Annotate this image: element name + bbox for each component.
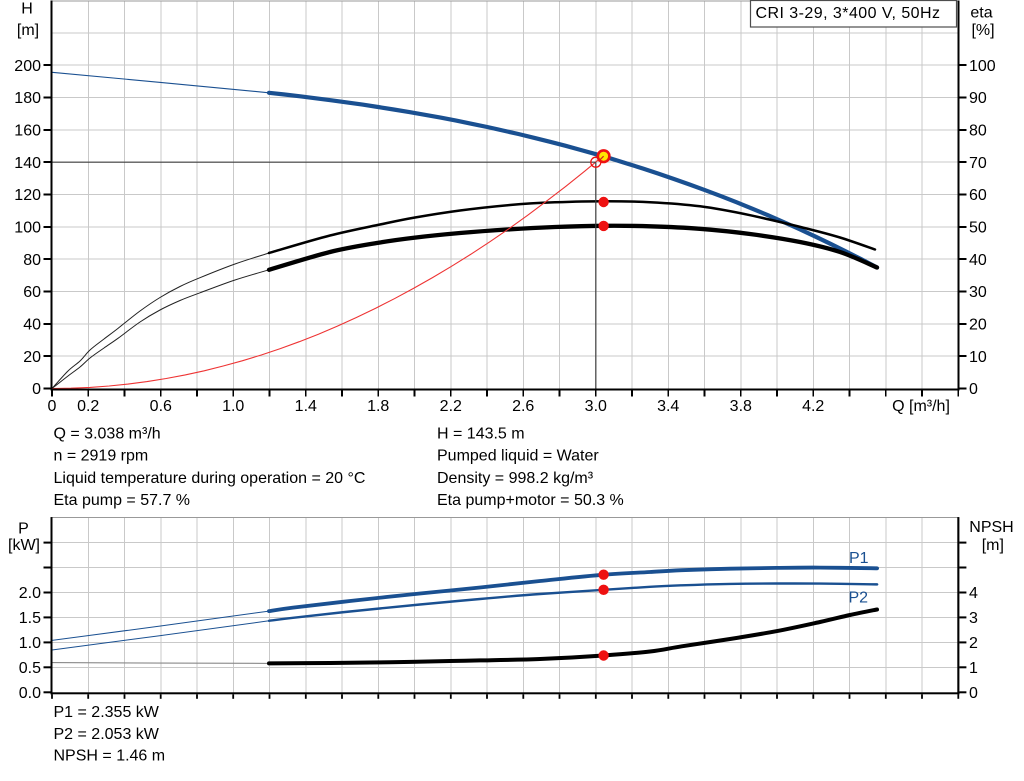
svg-text:1.4: 1.4 — [295, 398, 317, 415]
svg-text:P1 = 2.355 kW: P1 = 2.355 kW — [54, 704, 160, 721]
svg-text:Eta pump = 57.7 %: Eta pump = 57.7 % — [54, 492, 191, 509]
svg-text:60: 60 — [23, 284, 41, 301]
svg-text:0: 0 — [48, 398, 57, 415]
svg-text:P2 = 2.053 kW: P2 = 2.053 kW — [54, 726, 160, 743]
svg-text:H: H — [21, 1, 33, 18]
svg-text:40: 40 — [23, 317, 41, 334]
svg-text:80: 80 — [969, 123, 987, 140]
svg-text:90: 90 — [969, 90, 987, 107]
svg-text:0: 0 — [32, 381, 41, 398]
svg-text:60: 60 — [969, 187, 987, 204]
svg-text:3.4: 3.4 — [657, 398, 679, 415]
svg-text:4.2: 4.2 — [802, 398, 824, 415]
svg-text:Eta pump+motor = 50.3 %: Eta pump+motor = 50.3 % — [437, 492, 624, 509]
svg-text:200: 200 — [14, 58, 41, 75]
svg-text:eta: eta — [970, 5, 992, 22]
svg-text:P1: P1 — [849, 550, 869, 567]
svg-text:40: 40 — [969, 252, 987, 269]
svg-text:3.0: 3.0 — [585, 398, 607, 415]
svg-text:NPSH = 1.46 m: NPSH = 1.46 m — [54, 748, 166, 765]
svg-text:[%]: [%] — [971, 22, 994, 39]
svg-text:Q [m³/h]: Q [m³/h] — [892, 398, 950, 415]
svg-text:4: 4 — [969, 585, 978, 602]
svg-text:0.0: 0.0 — [19, 685, 41, 702]
svg-text:0.2: 0.2 — [77, 398, 99, 415]
svg-text:160: 160 — [14, 123, 41, 140]
svg-text:30: 30 — [969, 284, 987, 301]
svg-text:Density = 998.2 kg/m³: Density = 998.2 kg/m³ — [437, 470, 594, 487]
svg-text:[kW]: [kW] — [8, 537, 40, 554]
svg-text:120: 120 — [14, 187, 41, 204]
svg-text:2.6: 2.6 — [512, 398, 534, 415]
svg-text:0: 0 — [969, 685, 978, 702]
svg-text:2: 2 — [969, 635, 978, 652]
svg-text:80: 80 — [23, 252, 41, 269]
svg-text:2.2: 2.2 — [440, 398, 462, 415]
svg-text:1.0: 1.0 — [19, 635, 41, 652]
svg-text:140: 140 — [14, 155, 41, 172]
svg-text:20: 20 — [23, 349, 41, 366]
svg-text:n = 2919 rpm: n = 2919 rpm — [54, 448, 149, 465]
svg-text:Liquid temperature during oper: Liquid temperature during operation = 20… — [54, 470, 366, 487]
svg-text:10: 10 — [969, 349, 987, 366]
svg-text:1.8: 1.8 — [367, 398, 389, 415]
svg-text:NPSH: NPSH — [969, 519, 1013, 536]
svg-text:0.5: 0.5 — [19, 660, 41, 677]
svg-text:[m]: [m] — [17, 22, 39, 39]
svg-text:H = 143.5 m: H = 143.5 m — [437, 425, 525, 442]
svg-text:[m]: [m] — [982, 537, 1004, 554]
svg-text:2.0: 2.0 — [19, 585, 41, 602]
svg-text:0: 0 — [969, 381, 978, 398]
svg-text:Pumped liquid = Water: Pumped liquid = Water — [437, 448, 599, 465]
svg-text:1.5: 1.5 — [19, 610, 41, 627]
svg-text:50: 50 — [969, 220, 987, 237]
svg-text:3.8: 3.8 — [730, 398, 752, 415]
svg-text:3: 3 — [969, 610, 978, 627]
svg-text:100: 100 — [969, 58, 996, 75]
svg-text:Q = 3.038 m³/h: Q = 3.038 m³/h — [54, 425, 161, 442]
svg-text:20: 20 — [969, 317, 987, 334]
svg-text:70: 70 — [969, 155, 987, 172]
svg-text:0.6: 0.6 — [150, 398, 172, 415]
svg-text:180: 180 — [14, 90, 41, 107]
svg-text:P: P — [18, 521, 29, 538]
svg-text:P2: P2 — [849, 590, 869, 607]
svg-text:CRI 3-29, 3*400 V, 50Hz: CRI 3-29, 3*400 V, 50Hz — [756, 5, 941, 22]
svg-text:1.0: 1.0 — [222, 398, 244, 415]
svg-text:1: 1 — [969, 660, 978, 677]
svg-text:100: 100 — [14, 220, 41, 237]
